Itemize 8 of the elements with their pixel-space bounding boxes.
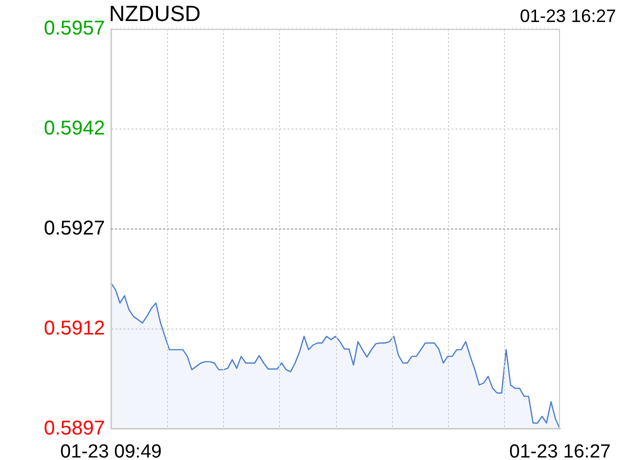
chart-subtitle: 01-23 16:27 (520, 6, 616, 26)
y-tick-label: 0.5942 (44, 118, 105, 140)
x-tick-label: 01-23 09:49 (60, 442, 162, 460)
y-tick-label: 0.5912 (44, 318, 105, 340)
y-tick-label: 0.5927 (44, 218, 105, 240)
y-tick-label: 0.5897 (44, 418, 105, 440)
chart-title: NZDUSD (109, 1, 201, 26)
y-tick-label: 0.5957 (44, 18, 105, 40)
